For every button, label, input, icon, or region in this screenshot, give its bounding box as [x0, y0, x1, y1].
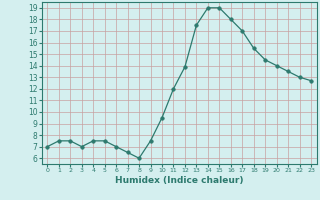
X-axis label: Humidex (Indice chaleur): Humidex (Indice chaleur)	[115, 176, 244, 185]
